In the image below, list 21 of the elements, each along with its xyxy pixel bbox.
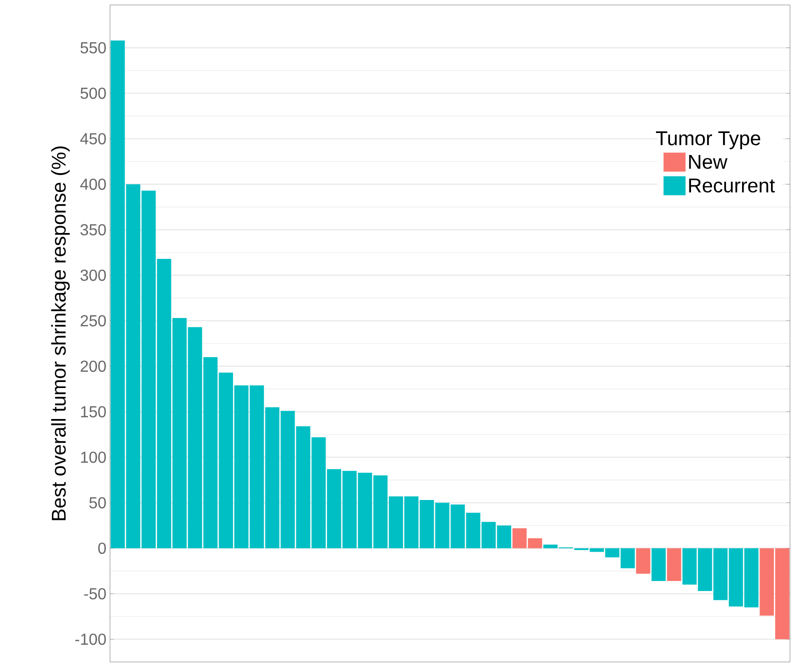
- y-tick-label: 200: [80, 360, 106, 372]
- y-tick-label: -50: [84, 588, 106, 600]
- legend-label: New: [689, 155, 728, 169]
- bar: [636, 548, 650, 574]
- y-tick-label: 400: [80, 178, 106, 190]
- y-tick-label: 550: [80, 42, 106, 54]
- y-tick-label: 150: [81, 406, 106, 418]
- y-tick-label: 50: [89, 497, 106, 508]
- y-tick-label: 250: [80, 315, 106, 326]
- y-tick-label: 350: [80, 224, 106, 236]
- legend-title: Tumor Type: [656, 131, 760, 150]
- bar: [652, 548, 666, 581]
- y-tick-label: 300: [80, 270, 106, 281]
- y-tick-label: 450: [80, 133, 106, 144]
- y-axis-title: Best overall tumor shrinkage response (%): [51, 146, 70, 520]
- y-tick-label: 100: [81, 452, 106, 463]
- y-tick-label: 500: [80, 88, 106, 99]
- y-tick-label: 0: [98, 542, 106, 554]
- legend-label: Recurrent: [689, 178, 775, 193]
- bar: [666, 548, 682, 581]
- y-tick-label: -100: [75, 634, 106, 645]
